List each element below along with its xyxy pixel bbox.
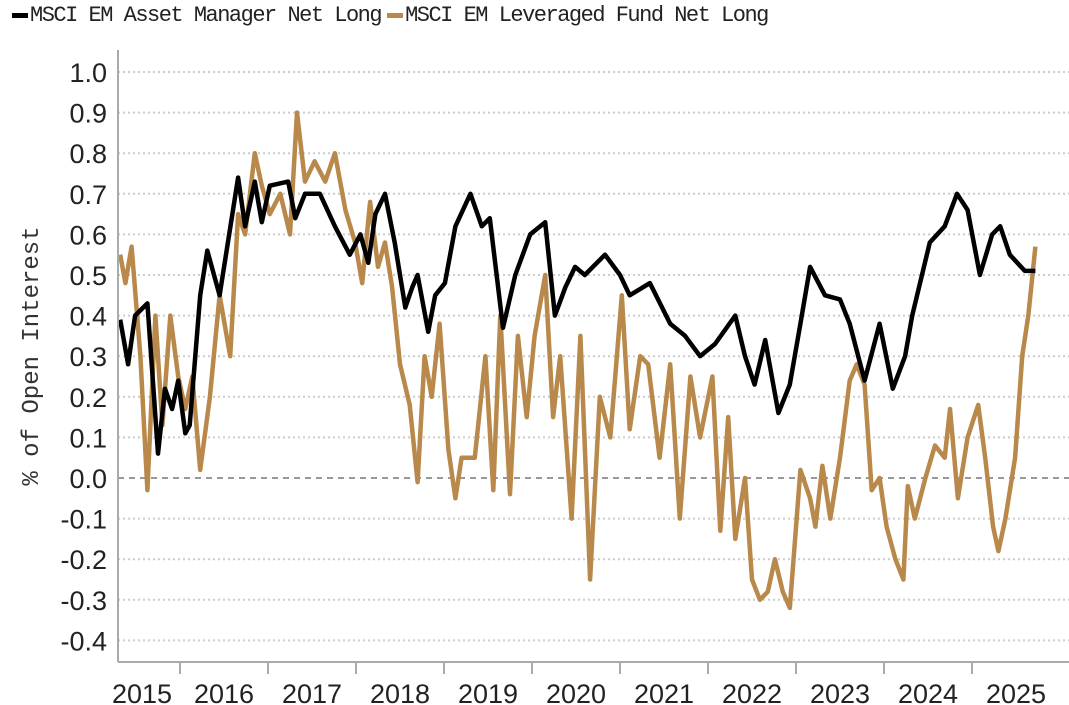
y-axis-ticks: 1.0 0.9 0.8 0.7 0.6 0.5 0.4 0.3 0.2 0.1 0.0 -0.1 -0.… [60,58,107,656]
y-tick-label: -0.4 [60,626,107,656]
y-tick-label: -0.2 [60,545,107,575]
x-tick-label: 2021 [634,679,694,705]
x-tick-label: 2020 [546,679,606,705]
x-tick-label: 2017 [282,679,342,705]
y-tick-label: 0.3 [69,342,107,372]
legend-item-leveraged-fund: MSCI EM Leveraged Fund Net Long [387,2,769,28]
legend-label-asset-manager: MSCI EM Asset Manager Net Long [30,2,383,28]
x-tick-label: 2019 [458,679,518,705]
y-tick-label: 0.1 [69,423,107,453]
legend-swatch-asset-manager [12,12,28,18]
y-tick-label: -0.1 [60,505,107,535]
series-line-asset-manager [117,175,1036,456]
x-tick-label: 2024 [898,679,958,705]
x-tick-label: 2015 [112,679,172,705]
x-tick-label: 2025 [986,679,1046,705]
y-tick-label: 0.8 [69,139,107,169]
series-lines [117,110,1038,611]
x-axis-ticks: 2015 2016 2017 2018 2019 2020 2021 2022 2023 2024… [112,662,1046,705]
legend-label-leveraged-fund: MSCI EM Leveraged Fund Net Long [405,2,769,28]
series-line-leveraged-fund [117,110,1038,611]
x-tick-label: 2016 [194,679,254,705]
y-tick-label: 0.5 [69,261,107,291]
y-tick-label: -0.3 [60,586,107,616]
y-tick-label: 0.0 [69,464,107,494]
y-tick-label: 0.9 [69,99,107,129]
x-tick-label: 2018 [370,679,430,705]
y-tick-label: 1.0 [69,58,107,88]
y-axis-title: % of Open Interest [19,226,46,485]
x-tick-label: 2022 [722,679,782,705]
y-tick-label: 0.7 [69,180,107,210]
x-tick-label: 2023 [810,679,870,705]
y-tick-label: 0.2 [69,383,107,413]
legend-swatch-leveraged-fund [387,12,404,18]
y-tick-label: 0.4 [69,302,107,332]
legend-item-asset-manager: MSCI EM Asset Manager Net Long [12,2,383,28]
y-tick-label: 0.6 [69,220,107,250]
legend: MSCI EM Asset Manager Net Long MSCI EM L… [12,0,774,30]
